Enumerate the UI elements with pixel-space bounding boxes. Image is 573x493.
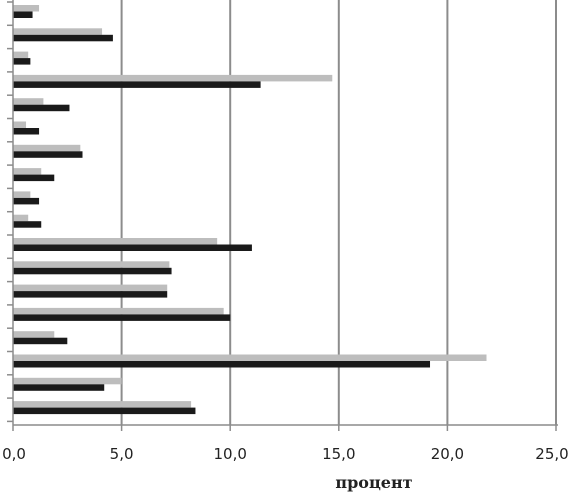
bar [13,168,42,175]
bar [13,361,431,368]
bar [13,307,224,315]
bar [13,384,105,391]
bar [13,104,70,112]
bar [13,74,333,82]
bars [13,5,487,415]
x-axis-title: процент [335,473,412,492]
bar [13,98,44,105]
bar [13,151,83,158]
x-tick-label: 5,0 [110,445,134,463]
bar [13,314,231,321]
bar [13,331,55,338]
bar [13,291,168,298]
x-tick-label: 20,0 [431,445,464,463]
bar [13,5,40,12]
x-tick-label: 10,0 [213,445,246,463]
bar [13,377,122,385]
x-tick-label: 15,0 [322,445,355,463]
x-tick-label: 0,0 [2,445,26,463]
axes [7,0,558,431]
bar [13,214,29,222]
bar [13,337,68,345]
bar [13,11,33,18]
bar [13,51,29,59]
gridlines [120,0,557,425]
bar [13,244,252,251]
bar [13,128,40,135]
x-tick-labels: 0,0 5,0 10,0 15,0 20,0 25,0 [2,445,569,463]
bar [13,144,81,152]
bar [13,121,27,128]
bar [13,58,31,65]
bar [13,81,261,88]
bar [13,267,172,275]
bar [13,197,40,205]
bar [13,238,218,245]
bar [13,407,196,415]
bar [13,34,113,42]
bar [13,221,42,228]
bar [13,354,487,361]
bar [13,28,103,35]
bar [13,191,31,198]
bar [13,261,170,268]
bar [13,174,55,182]
x-tick-label: 25,0 [535,445,568,463]
bar [13,284,168,292]
bar [13,401,192,408]
